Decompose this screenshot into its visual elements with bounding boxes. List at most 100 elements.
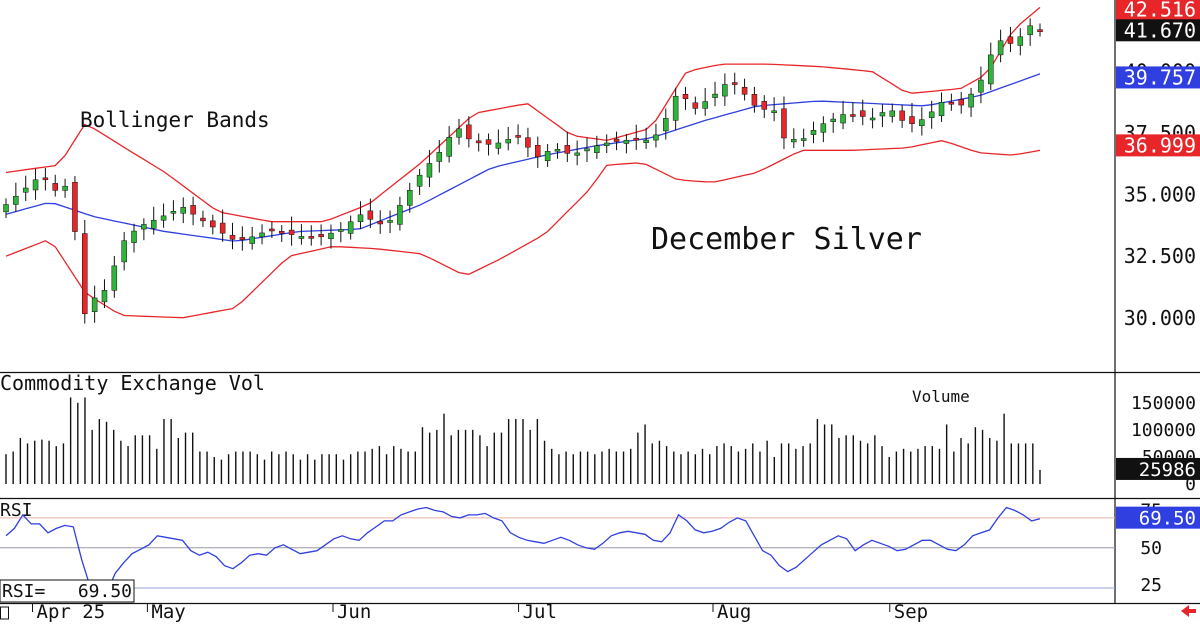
candle-body bbox=[624, 140, 629, 143]
candle-body bbox=[555, 149, 560, 151]
candle-body bbox=[476, 141, 481, 143]
candle-body bbox=[13, 196, 18, 204]
candle-body bbox=[978, 80, 983, 92]
candle-body bbox=[319, 234, 324, 237]
scroll-left-handle bbox=[1, 607, 9, 619]
candle-body bbox=[969, 94, 974, 107]
candle-body bbox=[151, 220, 156, 228]
candle-body bbox=[732, 83, 737, 85]
rsi-line bbox=[6, 508, 1040, 596]
candle-body bbox=[279, 231, 284, 233]
candle-body bbox=[122, 241, 127, 262]
volume-tick-label: 100000 bbox=[1131, 420, 1196, 441]
candle-body bbox=[447, 137, 452, 156]
candle-body bbox=[939, 102, 944, 116]
candle-body bbox=[594, 146, 599, 153]
candle-body bbox=[673, 96, 678, 120]
candle-body bbox=[43, 178, 48, 180]
candle-body bbox=[703, 102, 708, 109]
candle-body bbox=[614, 139, 619, 142]
candle-body bbox=[427, 163, 432, 177]
candle-body bbox=[919, 120, 924, 126]
candle-body bbox=[890, 111, 895, 117]
candle-body bbox=[634, 138, 639, 140]
candle-body bbox=[397, 205, 402, 224]
candle-body bbox=[644, 140, 649, 143]
candle-body bbox=[486, 140, 491, 145]
candle-body bbox=[545, 151, 550, 160]
candle-body bbox=[417, 175, 422, 186]
candle-body bbox=[132, 231, 137, 243]
candle-body bbox=[585, 149, 590, 151]
candle-body bbox=[191, 205, 196, 214]
candle-body bbox=[338, 229, 343, 231]
volume-panel-title: Commodity Exchange Vol bbox=[0, 371, 265, 395]
candle-body bbox=[949, 102, 954, 104]
candle-body bbox=[141, 224, 146, 229]
candle-body bbox=[23, 188, 28, 192]
candle-body bbox=[762, 101, 767, 109]
candle-body bbox=[998, 41, 1003, 55]
candle-body bbox=[535, 145, 540, 157]
candle-body bbox=[368, 211, 373, 220]
candle-body bbox=[831, 119, 836, 122]
candle-body bbox=[1028, 26, 1033, 35]
rsi-panel-title: RSI bbox=[0, 500, 33, 521]
price-tick-label: 32.500 bbox=[1124, 244, 1196, 268]
candle-body bbox=[988, 55, 993, 84]
candle-body bbox=[388, 220, 393, 222]
candle-body bbox=[496, 143, 501, 148]
candle-body bbox=[72, 182, 77, 231]
candle-body bbox=[260, 233, 265, 237]
candle-body bbox=[328, 233, 333, 239]
candle-body bbox=[781, 109, 786, 138]
candle-body bbox=[811, 130, 816, 134]
x-tick-label: Sep bbox=[894, 601, 928, 623]
volume-series-label: Volume bbox=[912, 387, 970, 406]
rsi-tick-label: 25 bbox=[1140, 575, 1162, 596]
price-tag-label: 39.757 bbox=[1124, 65, 1196, 89]
candle-body bbox=[742, 87, 747, 94]
candle-body bbox=[200, 218, 205, 221]
candle-body bbox=[713, 94, 718, 97]
candle-body bbox=[565, 145, 570, 153]
candle-body bbox=[210, 221, 215, 227]
price-tag-label: 41.670 bbox=[1124, 18, 1196, 42]
candle-body bbox=[112, 266, 117, 290]
rsi-readout-label: RSI= bbox=[2, 581, 46, 602]
candle-body bbox=[959, 99, 964, 105]
candle-body bbox=[171, 211, 176, 213]
price-panel: 30.00032.50035.00037.50040.00042.51641.6… bbox=[4, 0, 1200, 330]
candle-body bbox=[358, 215, 363, 222]
candle-body bbox=[92, 298, 97, 312]
candle-body bbox=[456, 129, 461, 137]
candle-body bbox=[407, 190, 412, 205]
candle-body bbox=[309, 236, 314, 238]
candle-body bbox=[900, 111, 905, 121]
x-tick-label: May bbox=[151, 601, 185, 623]
candle-body bbox=[4, 204, 9, 211]
x-tick-label: Apr 25 bbox=[37, 601, 106, 623]
candle-body bbox=[821, 124, 826, 133]
candle-body bbox=[752, 94, 757, 105]
candle-body bbox=[181, 207, 186, 213]
price-tick-label: 35.000 bbox=[1124, 183, 1196, 207]
candle-body bbox=[525, 138, 530, 148]
candle-body bbox=[161, 216, 166, 220]
candle-body bbox=[860, 111, 865, 117]
x-tick-label: Aug bbox=[717, 601, 751, 623]
candle-body bbox=[663, 118, 668, 131]
x-tick-label: Jun bbox=[337, 601, 371, 623]
candle-body bbox=[516, 135, 521, 137]
candle-body bbox=[437, 152, 442, 161]
candle-body bbox=[240, 237, 245, 239]
candle-body bbox=[220, 223, 225, 233]
candle-body bbox=[772, 111, 777, 113]
candle-body bbox=[466, 125, 471, 139]
candle-body bbox=[53, 183, 58, 190]
candle-body bbox=[801, 139, 806, 141]
candle-body bbox=[102, 290, 107, 302]
